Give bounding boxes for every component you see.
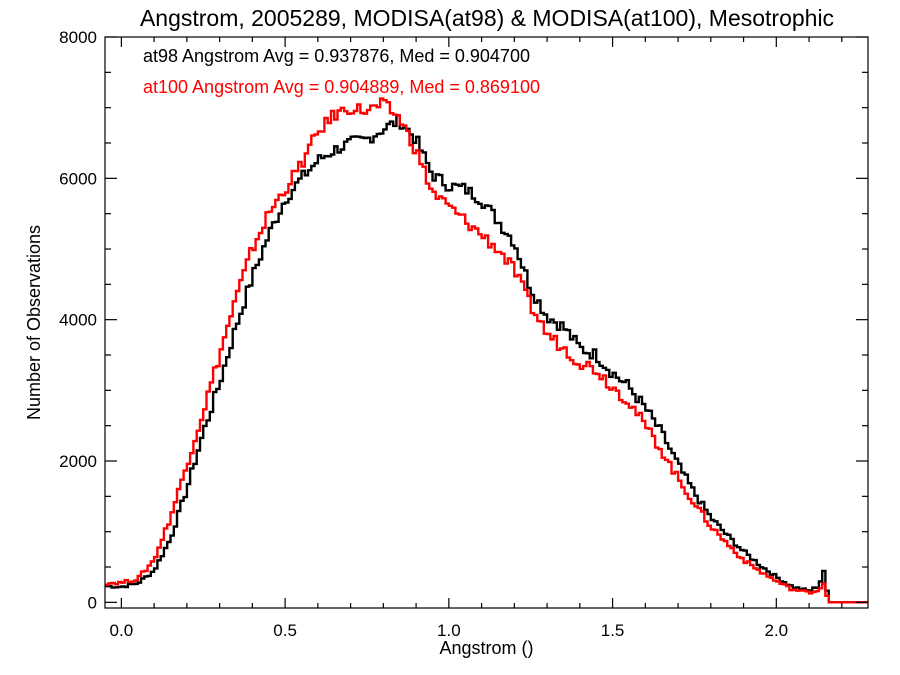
y-tick-label: 6000: [59, 169, 97, 188]
annotation-at100: at100 Angstrom Avg = 0.904889, Med = 0.8…: [143, 77, 540, 97]
series-layer: [105, 97, 868, 604]
x-tick-label: 1.0: [437, 621, 461, 640]
x-tick-label: 2.0: [764, 621, 788, 640]
chart-title: Angstrom, 2005289, MODISA(at98) & MODISA…: [140, 5, 834, 31]
y-tick-label: 2000: [59, 452, 97, 471]
y-tick-label: 4000: [59, 311, 97, 330]
series-at98-line: [105, 114, 868, 604]
y-axis-label: Number of Observations: [24, 225, 44, 420]
annotation-at98: at98 Angstrom Avg = 0.937876, Med = 0.90…: [143, 46, 530, 66]
ticks-layer: 0.0 0.5 1.0 1.5 2.0 0 2000 4000 6000 8000: [59, 28, 868, 640]
x-axis-label: Angstrom (): [439, 638, 533, 658]
plot-frame: [104, 36, 869, 609]
y-tick-label: 8000: [59, 28, 97, 47]
x-tick-label: 0.5: [273, 621, 297, 640]
series-at100-line: [105, 97, 868, 604]
x-tick-label: 1.5: [601, 621, 625, 640]
y-tick-label: 0: [88, 593, 97, 612]
x-tick-label: 0.0: [110, 621, 134, 640]
